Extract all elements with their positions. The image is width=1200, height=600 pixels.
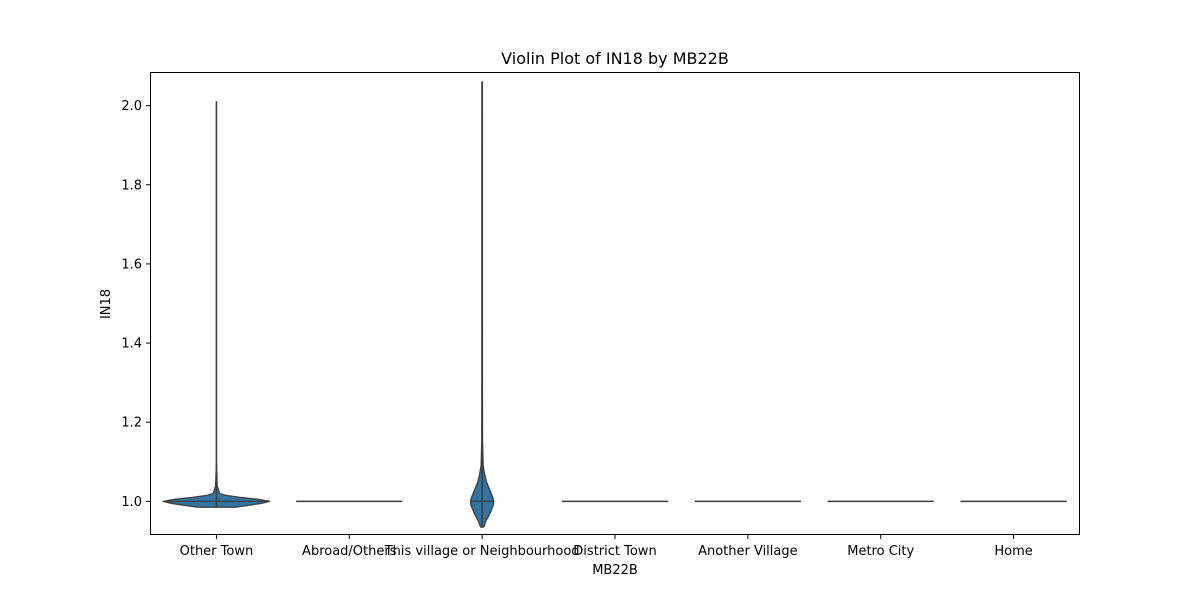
x-tick-label-other-town: Other Town <box>180 544 254 559</box>
plot-frame <box>150 72 1080 535</box>
y-axis: 1.0 1.2 1.4 1.6 1.8 2.0 <box>121 99 150 510</box>
violins-layer <box>162 81 1067 528</box>
y-tick-label: 1.6 <box>121 257 142 272</box>
y-tick-label: 1.4 <box>121 337 142 352</box>
y-tick-label: 1.0 <box>121 495 142 510</box>
chart-title: Violin Plot of IN18 by MB22B <box>501 49 729 68</box>
y-axis-label: IN18 <box>99 289 114 319</box>
x-tick-label-district-town: District Town <box>573 544 656 559</box>
x-tick-label-abroad-others: Abroad/Others <box>302 544 397 559</box>
x-tick-label-metro-city: Metro City <box>847 544 914 559</box>
x-tick-label-this-village-or-neighbourhood: This village or Neighbourhood <box>384 544 580 559</box>
x-axis-label: MB22B <box>592 563 638 578</box>
x-tick-label-home: Home <box>994 544 1032 559</box>
y-tick-label: 1.8 <box>121 178 142 193</box>
x-tick-label-another-village: Another Village <box>698 544 798 559</box>
y-tick-label: 1.2 <box>121 416 142 431</box>
y-tick-label: 2.0 <box>121 99 142 114</box>
